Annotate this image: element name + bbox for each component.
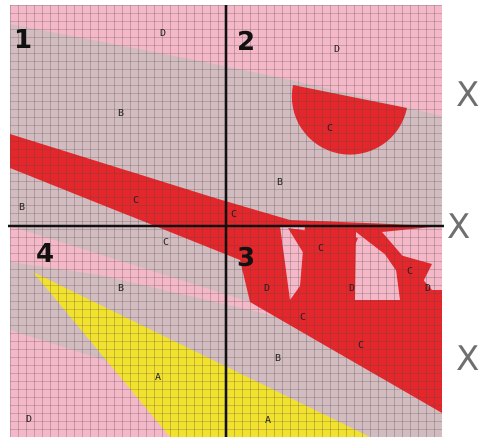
- side-mark-middle: X: [447, 207, 470, 247]
- region-label-c-extra: C: [300, 312, 306, 323]
- region-label-d-pink-1: D: [264, 283, 270, 294]
- region-label-b-upper-right: B: [277, 177, 283, 188]
- side-mark-bottom: X: [456, 339, 479, 379]
- quadrant-number-2: 2: [237, 27, 255, 57]
- region-label-c-band-left: C: [133, 195, 139, 206]
- region-label-d-top-right: D: [334, 44, 340, 55]
- region-label-d-pink-3: D: [425, 283, 431, 294]
- region-label-a-yellow-right: A: [265, 415, 271, 426]
- region-label-d-pink-2: D: [349, 283, 355, 294]
- side-mark-top: X: [456, 75, 479, 115]
- region-label-d-top: D: [160, 28, 166, 39]
- quadrant-number-1: 1: [14, 25, 32, 55]
- region-label-c-triangle-3: C: [407, 266, 413, 277]
- region-label-b-left-edge: B: [19, 202, 25, 213]
- region-label-c-band-lower-left: C: [163, 237, 169, 248]
- region-label-d-bottom-left: D: [26, 414, 32, 425]
- region-label-b-lower-left: B: [118, 283, 124, 294]
- region-label-a-yellow-left: A: [155, 372, 161, 383]
- region-label-b-lower-right: B: [275, 353, 281, 364]
- region-label-c-band-center: C: [231, 209, 237, 220]
- quadrant-number-4: 4: [36, 239, 54, 269]
- region-label-b-upper-left: B: [118, 108, 124, 119]
- region-label-c-triangle-2: C: [318, 243, 324, 254]
- region-label-c-band-right: C: [358, 340, 364, 351]
- quadrant-number-3: 3: [237, 243, 255, 273]
- region-label-c-semicircle: C: [327, 123, 333, 134]
